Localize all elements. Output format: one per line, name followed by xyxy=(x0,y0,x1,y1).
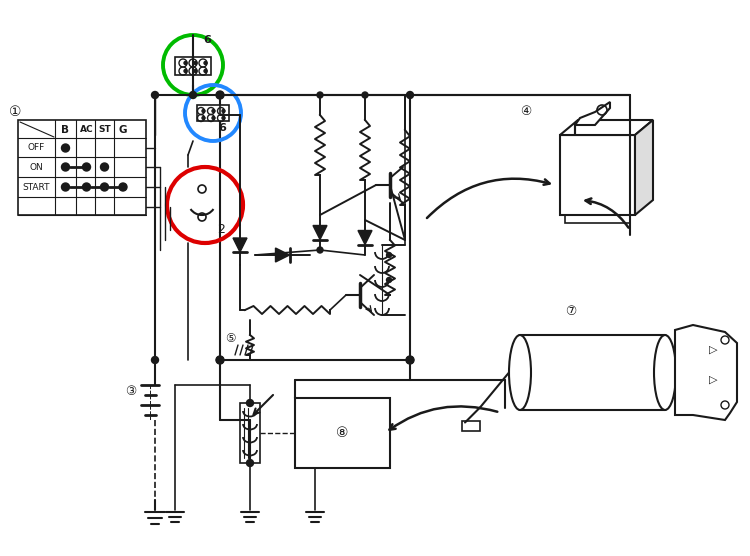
Circle shape xyxy=(204,62,207,64)
Circle shape xyxy=(222,110,225,112)
Circle shape xyxy=(100,163,109,171)
Text: ④: ④ xyxy=(520,105,531,118)
Bar xyxy=(295,398,390,468)
Text: ST: ST xyxy=(98,126,111,135)
Polygon shape xyxy=(233,238,247,252)
FancyBboxPatch shape xyxy=(197,105,229,121)
Polygon shape xyxy=(560,120,653,135)
Text: ⑧: ⑧ xyxy=(336,426,349,440)
Circle shape xyxy=(406,356,413,364)
Circle shape xyxy=(62,144,70,152)
Text: OFF: OFF xyxy=(27,143,45,152)
Text: ON: ON xyxy=(29,162,43,171)
Circle shape xyxy=(386,252,392,257)
Bar xyxy=(240,403,260,463)
Polygon shape xyxy=(313,226,327,240)
Text: 6: 6 xyxy=(218,123,226,133)
Text: G: G xyxy=(118,125,128,135)
Circle shape xyxy=(216,91,224,99)
Circle shape xyxy=(184,70,187,72)
Circle shape xyxy=(212,110,215,112)
Text: 2: 2 xyxy=(217,223,225,236)
Text: B: B xyxy=(62,125,70,135)
Text: AC: AC xyxy=(80,126,93,135)
Circle shape xyxy=(82,183,91,191)
Circle shape xyxy=(406,92,413,98)
Bar xyxy=(560,135,635,215)
Text: 6: 6 xyxy=(203,35,211,45)
FancyBboxPatch shape xyxy=(175,57,211,75)
Bar xyxy=(220,95,410,360)
Circle shape xyxy=(317,247,323,253)
Circle shape xyxy=(204,70,207,72)
Circle shape xyxy=(202,117,205,120)
Text: ③: ③ xyxy=(125,385,136,398)
Circle shape xyxy=(317,92,323,98)
Circle shape xyxy=(194,62,197,64)
Circle shape xyxy=(62,163,70,171)
Bar xyxy=(18,120,146,215)
Circle shape xyxy=(406,356,414,364)
Circle shape xyxy=(62,183,70,191)
Text: ⑤: ⑤ xyxy=(225,332,236,345)
Bar xyxy=(462,420,480,430)
Polygon shape xyxy=(575,102,610,135)
Circle shape xyxy=(216,356,224,364)
Ellipse shape xyxy=(654,335,676,410)
Circle shape xyxy=(212,117,215,120)
Circle shape xyxy=(217,356,223,364)
Text: ▷: ▷ xyxy=(709,345,717,355)
Circle shape xyxy=(386,277,392,282)
Ellipse shape xyxy=(509,335,531,410)
Text: ①: ① xyxy=(9,105,21,119)
Circle shape xyxy=(152,356,158,364)
Text: START: START xyxy=(22,182,50,191)
Circle shape xyxy=(222,117,225,120)
Text: ▷: ▷ xyxy=(709,375,717,385)
Polygon shape xyxy=(675,325,737,420)
Circle shape xyxy=(184,62,187,64)
Circle shape xyxy=(362,92,368,98)
Circle shape xyxy=(202,110,205,112)
Circle shape xyxy=(190,92,196,98)
Polygon shape xyxy=(358,231,372,245)
Circle shape xyxy=(152,92,158,98)
Polygon shape xyxy=(635,120,653,215)
Circle shape xyxy=(247,400,254,406)
Circle shape xyxy=(247,459,254,466)
Polygon shape xyxy=(275,248,290,262)
Text: ⑦: ⑦ xyxy=(565,305,576,318)
Circle shape xyxy=(119,183,127,191)
Circle shape xyxy=(100,183,109,191)
Circle shape xyxy=(194,70,197,72)
Circle shape xyxy=(82,163,91,171)
Bar xyxy=(565,215,630,223)
